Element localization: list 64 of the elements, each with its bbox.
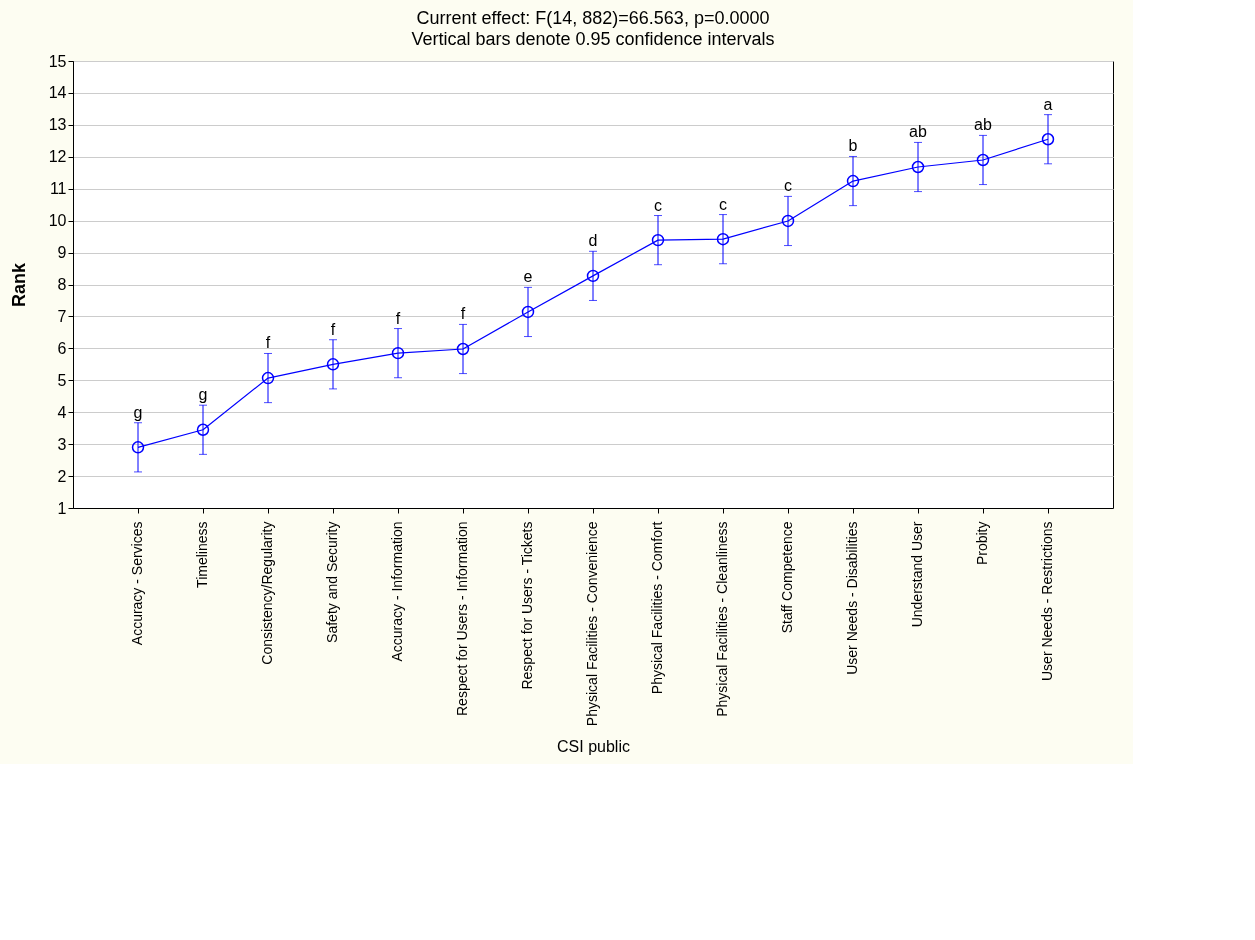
- point: [651, 233, 665, 247]
- x-tick-label: Understand User: [909, 521, 925, 628]
- x-tick-label: Accuracy - Services: [129, 521, 145, 646]
- y-tick-label: 9: [57, 244, 67, 262]
- x-tick-label: Safety and Security: [324, 521, 340, 643]
- x-tick-label: Timeliness: [194, 521, 210, 588]
- point: [391, 346, 405, 360]
- x-tick-label: User Needs - Disabilities: [844, 521, 860, 675]
- point: [131, 441, 145, 454]
- y-tick-label: 15: [48, 52, 67, 70]
- data-label: g: [198, 386, 208, 404]
- point: [261, 371, 275, 385]
- point: [976, 153, 990, 167]
- point: [716, 232, 730, 246]
- y-tick-label: 8: [57, 276, 67, 293]
- y-tick-label: 3: [57, 435, 67, 453]
- x-tick-label: Consistency/Regularity: [259, 521, 275, 665]
- point: [1041, 133, 1055, 146]
- data-label: f: [265, 334, 271, 352]
- chart-subtitle: Vertical bars denote 0.95 confidence intervals: [411, 29, 775, 49]
- data-label: c: [784, 177, 792, 195]
- x-tick-label: Physical Facilities - Convenience: [584, 521, 600, 727]
- data-label: ab: [909, 123, 927, 141]
- y-tick-label: 11: [49, 180, 67, 198]
- point: [326, 358, 340, 371]
- chart-title: Current effect: F(14, 882)=66.563, p=0.0000: [416, 8, 770, 28]
- point: [521, 305, 535, 319]
- point: [586, 269, 600, 283]
- x-axis-title: CSI public: [557, 737, 630, 755]
- x-tick-label: Staff Competence: [779, 521, 795, 634]
- y-tick-label: 7: [57, 307, 67, 325]
- data-label: ab: [974, 116, 992, 134]
- y-tick-label: 2: [57, 467, 67, 485]
- x-tick-label: Accuracy - Information: [389, 521, 405, 662]
- point: [456, 342, 470, 356]
- data-label: f: [460, 305, 466, 323]
- y-tick-label: 10: [48, 212, 67, 230]
- point: [781, 214, 795, 228]
- x-tick-label: Probity: [974, 521, 990, 566]
- point: [196, 423, 210, 436]
- data-label: c: [654, 196, 662, 214]
- x-tick-label: Respect for Users - Tickets: [519, 521, 535, 690]
- data-label: f: [395, 309, 401, 327]
- data-label: e: [523, 268, 533, 286]
- point: [911, 160, 925, 174]
- point: [846, 174, 860, 188]
- x-tick-label: Physical Facilities - Cleanliness: [714, 521, 730, 717]
- data-label: a: [1043, 95, 1053, 113]
- y-tick-label: 4: [57, 403, 67, 421]
- data-label: c: [719, 195, 727, 213]
- y-tick-label: 1: [57, 499, 67, 517]
- y-axis-title: Rank: [8, 262, 29, 308]
- y-tick-label: 14: [48, 84, 67, 102]
- x-tick-label: User Needs - Restrictions: [1039, 521, 1055, 681]
- y-tick-label: 12: [48, 148, 67, 166]
- data-label: f: [330, 320, 336, 338]
- data-label: b: [848, 137, 858, 155]
- y-tick-label: 6: [57, 339, 67, 357]
- x-tick-label: Physical Facilities - Comfort: [649, 521, 665, 695]
- y-tick-label: 5: [57, 371, 67, 389]
- y-tick-label: 13: [48, 116, 67, 134]
- data-label: g: [133, 403, 143, 421]
- x-tick-label: Respect for Users - Information: [454, 521, 470, 717]
- data-label: d: [588, 232, 598, 250]
